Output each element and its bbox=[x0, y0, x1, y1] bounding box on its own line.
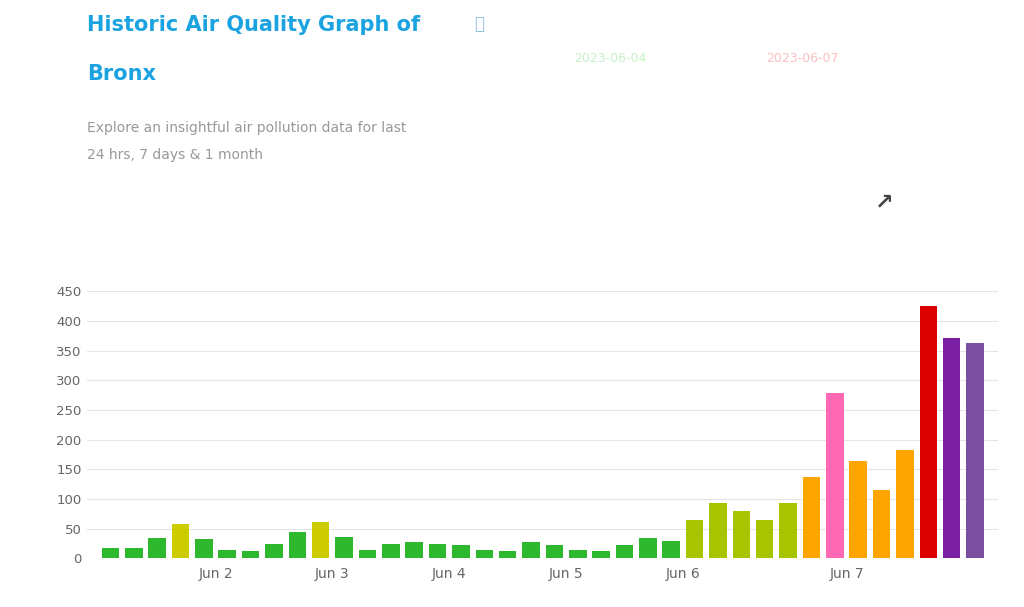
Bar bbox=[920, 306, 937, 558]
Bar bbox=[826, 393, 844, 558]
Bar bbox=[615, 545, 633, 558]
Bar bbox=[358, 549, 376, 558]
Text: 2023-06-04: 2023-06-04 bbox=[573, 52, 646, 66]
Bar bbox=[406, 542, 423, 558]
Bar bbox=[756, 520, 773, 558]
Bar bbox=[686, 520, 703, 558]
Bar bbox=[896, 450, 913, 558]
Bar bbox=[592, 551, 610, 558]
Bar bbox=[872, 490, 890, 558]
Bar bbox=[172, 524, 189, 558]
Bar bbox=[453, 545, 470, 558]
Bar bbox=[475, 549, 494, 558]
Bar bbox=[148, 538, 166, 558]
Bar bbox=[569, 549, 587, 558]
Bar bbox=[218, 549, 236, 558]
Text: 2023-06-07: 2023-06-07 bbox=[766, 52, 839, 66]
Bar bbox=[125, 548, 142, 558]
Bar bbox=[943, 337, 961, 558]
Text: Explore an insightful air pollution data for last: Explore an insightful air pollution data… bbox=[87, 121, 407, 135]
Bar bbox=[967, 343, 984, 558]
Text: Best: Best bbox=[573, 24, 615, 42]
Bar bbox=[663, 541, 680, 558]
Bar bbox=[779, 503, 797, 558]
Bar bbox=[382, 544, 399, 558]
Text: 24 hrs, 7 days & 1 month: 24 hrs, 7 days & 1 month bbox=[87, 148, 263, 162]
Bar bbox=[732, 511, 751, 558]
Text: ▦: ▦ bbox=[930, 193, 948, 212]
Bar bbox=[312, 521, 330, 558]
Text: Worst: Worst bbox=[766, 24, 821, 42]
Bar bbox=[265, 544, 283, 558]
Bar bbox=[101, 548, 119, 558]
Text: Bronx: Bronx bbox=[87, 64, 156, 84]
Bar bbox=[639, 538, 656, 558]
Text: ↗: ↗ bbox=[876, 193, 894, 212]
Text: 12: 12 bbox=[688, 24, 738, 58]
Bar bbox=[429, 544, 446, 558]
Bar bbox=[196, 540, 213, 558]
Text: 425: 425 bbox=[861, 24, 936, 58]
Text: AQI-IN  ⌄: AQI-IN ⌄ bbox=[104, 195, 180, 210]
Bar bbox=[522, 542, 540, 558]
Text: 7 Days  ⌄: 7 Days ⌄ bbox=[238, 195, 315, 210]
Bar bbox=[850, 461, 867, 558]
Bar bbox=[710, 503, 727, 558]
Bar bbox=[242, 551, 259, 558]
Bar bbox=[289, 532, 306, 558]
Bar bbox=[803, 476, 820, 558]
Bar bbox=[499, 551, 516, 558]
Bar bbox=[335, 537, 353, 558]
Text: ⓘ: ⓘ bbox=[474, 15, 484, 33]
Text: Historic Air Quality Graph of: Historic Air Quality Graph of bbox=[87, 15, 420, 35]
Bar bbox=[546, 545, 563, 558]
